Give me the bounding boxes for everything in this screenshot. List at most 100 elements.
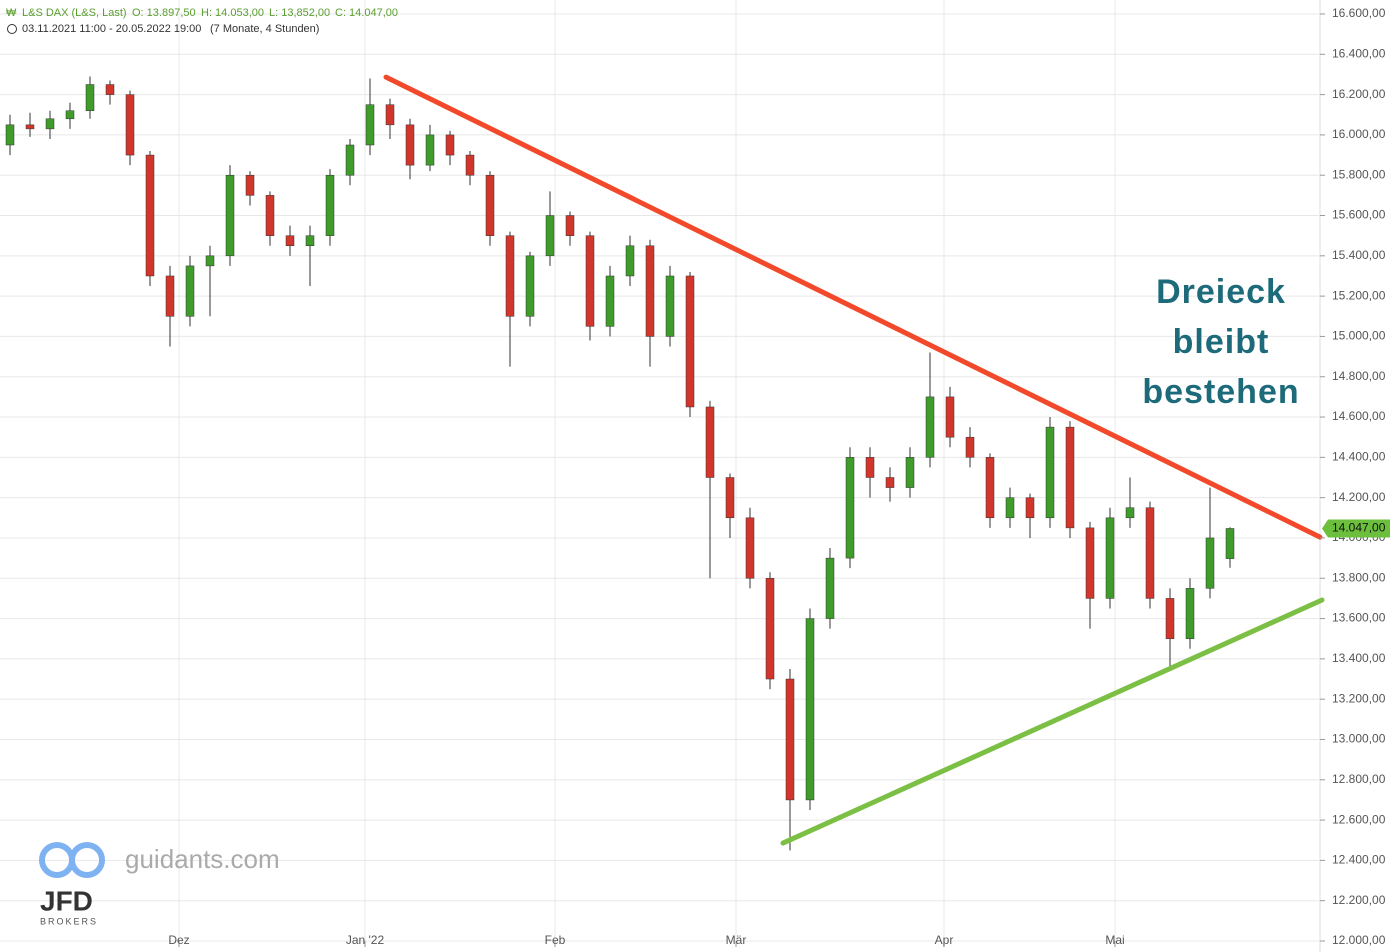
candle-body bbox=[525, 255, 535, 317]
candle-body bbox=[385, 104, 395, 126]
candle-body bbox=[105, 84, 115, 95]
y-tick-label: 14.200,00 bbox=[1332, 490, 1386, 504]
candle-body bbox=[1125, 507, 1135, 519]
watermark-sub: BROKERS bbox=[40, 916, 98, 926]
instrument: L&S DAX (L&S, Last) bbox=[22, 7, 127, 19]
open: O: 13.897,50 bbox=[132, 7, 196, 19]
candle-body bbox=[285, 235, 295, 247]
y-tick-label: 16.000,00 bbox=[1332, 127, 1386, 141]
y-tick-label: 13.400,00 bbox=[1332, 651, 1386, 665]
annotation: bestehen bbox=[1142, 373, 1299, 411]
y-tick-label: 13.200,00 bbox=[1332, 691, 1386, 705]
candle-body bbox=[225, 174, 235, 257]
candle-body bbox=[625, 245, 635, 277]
y-tick-label: 13.600,00 bbox=[1332, 611, 1386, 625]
candle-body bbox=[1045, 426, 1055, 519]
annotation: bleibt bbox=[1173, 323, 1270, 361]
candle-body bbox=[365, 104, 375, 146]
candle-body bbox=[1205, 537, 1215, 589]
logo-ring bbox=[69, 842, 105, 878]
candle-body bbox=[445, 134, 455, 156]
y-tick-label: 15.000,00 bbox=[1332, 329, 1386, 343]
candle-body bbox=[865, 457, 875, 478]
y-tick-label: 12.800,00 bbox=[1332, 772, 1386, 786]
candle-body bbox=[45, 118, 55, 130]
y-tick-label: 16.600,00 bbox=[1332, 6, 1386, 20]
candle-body bbox=[1025, 497, 1035, 519]
candle-body bbox=[1165, 598, 1175, 639]
low: L: 13,852,00 bbox=[269, 7, 330, 19]
candle-body bbox=[345, 144, 355, 176]
y-tick-label: 13.800,00 bbox=[1332, 570, 1386, 584]
candle-body bbox=[985, 457, 995, 519]
candle-body bbox=[1085, 527, 1095, 599]
candle-body bbox=[1005, 497, 1015, 519]
y-tick-label: 16.400,00 bbox=[1332, 46, 1386, 60]
candle-body bbox=[1145, 507, 1155, 599]
clock-icon bbox=[7, 24, 17, 34]
candle-body bbox=[805, 618, 815, 801]
candle-body bbox=[885, 477, 895, 488]
candle-body bbox=[645, 245, 655, 337]
x-tick-label: Jan '22 bbox=[346, 933, 385, 947]
trendline bbox=[383, 74, 1323, 540]
y-tick-label: 15.800,00 bbox=[1332, 167, 1386, 181]
candle-body bbox=[165, 275, 175, 317]
candle-body bbox=[5, 124, 15, 146]
y-tick-label: 15.400,00 bbox=[1332, 248, 1386, 262]
candle-body bbox=[765, 578, 775, 680]
candle-body bbox=[85, 84, 95, 111]
candle-body bbox=[785, 678, 795, 801]
candle-body bbox=[425, 134, 435, 166]
candle-body bbox=[185, 265, 195, 317]
span: (7 Monate, 4 Stunden) bbox=[210, 23, 319, 35]
watermark-site: guidants.com bbox=[125, 844, 280, 874]
y-tick-label: 15.200,00 bbox=[1332, 288, 1386, 302]
candle-body bbox=[945, 396, 955, 438]
candle-body bbox=[605, 275, 615, 327]
candle-body bbox=[65, 110, 75, 120]
marks bbox=[5, 74, 1325, 851]
candle-body bbox=[585, 235, 595, 327]
candle-body bbox=[685, 275, 695, 408]
grid-layer bbox=[0, 0, 1320, 942]
last-price-box bbox=[1322, 519, 1390, 538]
candle-body bbox=[845, 457, 855, 559]
close: C: 14.047,00 bbox=[335, 7, 398, 19]
x-tick-label: Apr bbox=[935, 933, 954, 947]
candle-body bbox=[665, 275, 675, 337]
x-tick-label: Mai bbox=[1105, 933, 1124, 947]
y-tick-label: 14.600,00 bbox=[1332, 409, 1386, 423]
candle-body bbox=[565, 215, 575, 236]
x-tick-label: Dez bbox=[168, 933, 189, 947]
annotation: Dreieck bbox=[1156, 273, 1286, 311]
candle-body bbox=[1065, 426, 1075, 529]
candle-body bbox=[705, 406, 715, 478]
candle-body bbox=[965, 436, 975, 458]
y-tick-label: 15.600,00 bbox=[1332, 208, 1386, 222]
candle-body bbox=[25, 124, 35, 130]
header-icon: ₩ bbox=[6, 7, 17, 19]
y-tick-label: 16.200,00 bbox=[1332, 87, 1386, 101]
high: H: 14.053,00 bbox=[201, 7, 264, 19]
candle-body bbox=[905, 457, 915, 488]
candle-body bbox=[825, 557, 835, 619]
candle-body bbox=[145, 154, 155, 277]
y-tick-label: 12.600,00 bbox=[1332, 812, 1386, 826]
candle-body bbox=[465, 154, 475, 176]
candle-body bbox=[925, 396, 935, 458]
y-tick-label: 12.200,00 bbox=[1332, 893, 1386, 907]
y-tick-label: 14.800,00 bbox=[1332, 369, 1386, 383]
x-tick-label: Mär bbox=[726, 933, 747, 947]
watermark: guidants.com JFD BROKERS bbox=[39, 842, 280, 926]
candle-body bbox=[1185, 588, 1195, 639]
candle-body bbox=[485, 174, 495, 236]
watermark-brand: JFD bbox=[40, 885, 93, 916]
candle-body bbox=[205, 255, 215, 267]
trendline bbox=[780, 597, 1325, 846]
y-tick-label: 12.000,00 bbox=[1332, 933, 1386, 947]
y-tick-label: 12.400,00 bbox=[1332, 853, 1386, 867]
candle-body bbox=[325, 174, 335, 236]
candle-body bbox=[745, 517, 755, 579]
